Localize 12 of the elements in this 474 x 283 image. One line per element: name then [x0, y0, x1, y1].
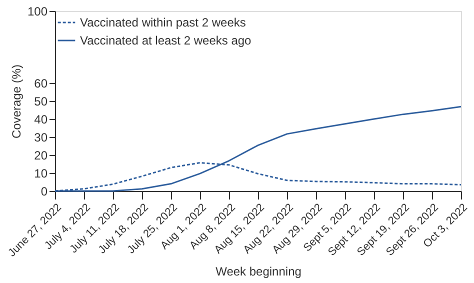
x-axis-title: Week beginning: [216, 264, 302, 279]
y-tick-label: 50: [34, 94, 48, 108]
y-tick-label: 30: [34, 130, 48, 144]
y-tick-label: 100: [27, 4, 48, 18]
y-axis-title: Coverage (%): [9, 64, 24, 139]
y-tick-label: 20: [34, 148, 48, 162]
legend-label: Vaccinated within past 2 weeks: [80, 16, 246, 30]
y-tick-label: 0: [40, 184, 48, 198]
y-tick-label: 10: [34, 166, 48, 180]
y-tick-label: 40: [34, 112, 48, 126]
legend-label: Vaccinated at least 2 weeks ago: [80, 34, 252, 48]
y-tick-label: 60: [34, 76, 48, 90]
